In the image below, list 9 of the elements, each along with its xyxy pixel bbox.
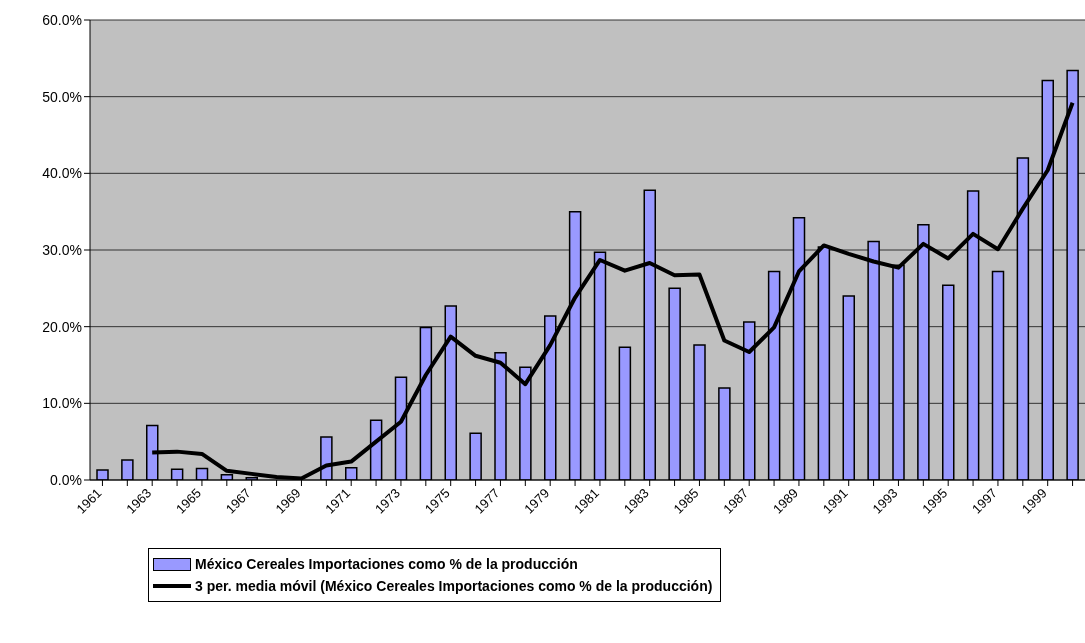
y-tick-label: 20.0% bbox=[42, 318, 82, 335]
y-tick-label: 0.0% bbox=[50, 471, 82, 488]
y-tick-label: 40.0% bbox=[42, 165, 82, 182]
y-tick-label: 50.0% bbox=[42, 88, 82, 105]
y-tick-label: 30.0% bbox=[42, 241, 82, 258]
y-tick-label: 60.0% bbox=[42, 11, 82, 28]
y-tick-label: 10.0% bbox=[42, 395, 82, 412]
legend-label: México Cereales Importaciones como % de la producción bbox=[195, 556, 578, 572]
legend-label: 3 per. media móvil (México Cereales Importaciones como % de la producción) bbox=[195, 578, 713, 594]
